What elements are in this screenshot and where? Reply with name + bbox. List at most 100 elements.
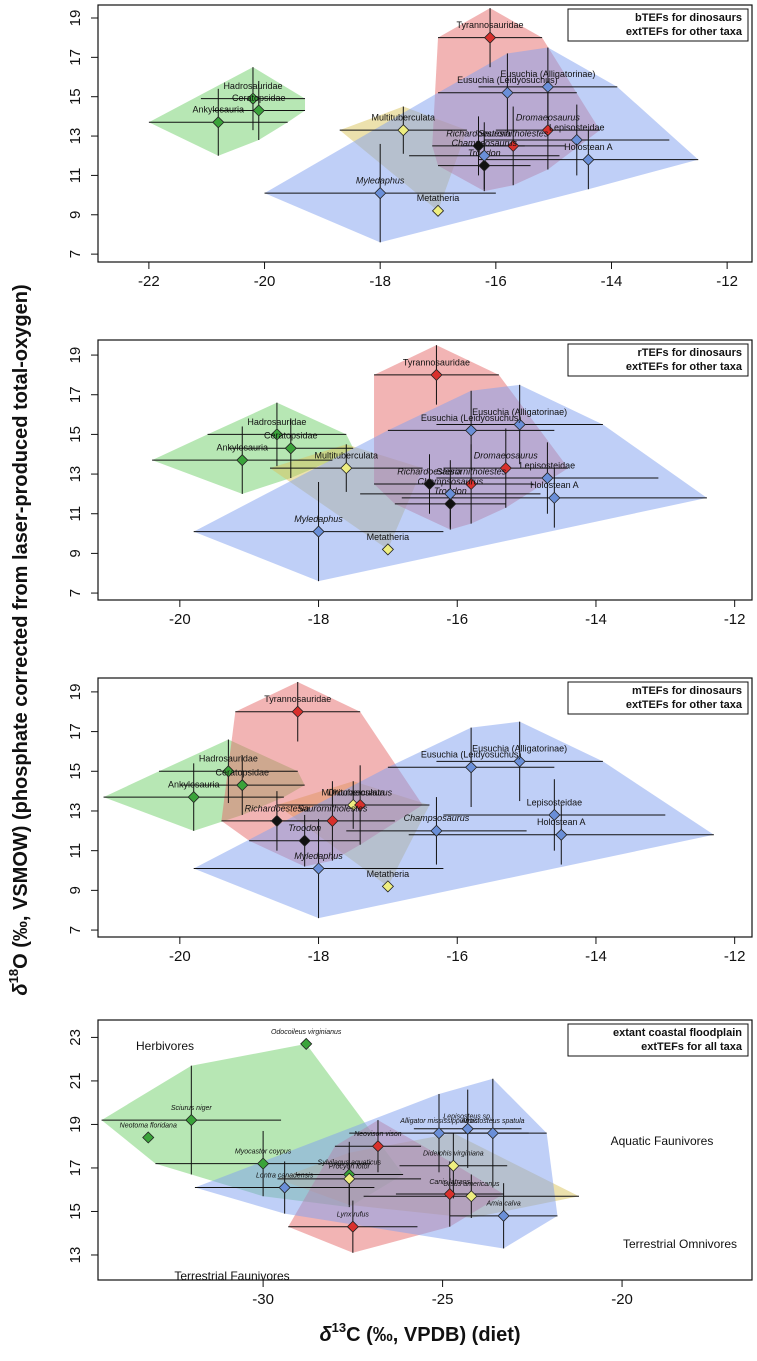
y-tick-label: 15 xyxy=(67,88,84,105)
x-tick-label: -18 xyxy=(308,948,330,965)
point-label: Lepisosteidae xyxy=(527,797,583,807)
marker xyxy=(478,149,491,162)
panel: Hadrosauridae Ceratopsidae Ankylosauria Mul… xyxy=(67,4,753,290)
x-tick-label: -12 xyxy=(724,611,746,628)
x-tick-label: -22 xyxy=(138,273,160,290)
point-label: Multituberculata xyxy=(321,787,385,797)
x-tick-label: -16 xyxy=(446,948,468,965)
point-label: Myledaphus xyxy=(294,514,343,524)
y-tick-label: 15 xyxy=(67,426,84,443)
plot-frame xyxy=(97,4,753,263)
point-label: Tyrannosauridae xyxy=(403,357,470,367)
x-label-sup: 13 xyxy=(332,1320,346,1335)
y-tick-label: 23 xyxy=(67,1029,84,1046)
point-label: Myledaphus xyxy=(356,176,405,186)
group-annotation: Herbivores xyxy=(136,1039,194,1053)
point-label: Ceratopsidae xyxy=(264,431,318,441)
legend-text: mTEFs for dinosaurs xyxy=(632,685,742,697)
point-label: Richardoestesia xyxy=(245,803,310,813)
marker xyxy=(291,705,304,718)
marker xyxy=(444,497,457,510)
y-axis-label: δ18O (‰, VSMOW) (phosphate corrected fro… xyxy=(6,284,32,995)
x-tick-label: -25 xyxy=(432,1291,454,1308)
marker xyxy=(465,761,478,774)
point-label: Holostean A xyxy=(564,142,613,152)
point-label: Didelphis virginiana xyxy=(423,1151,484,1158)
y-tick-label: 15 xyxy=(67,763,84,780)
panel: Hadrosauridae Ceratopsidae Ankylosauria Mul… xyxy=(67,339,753,628)
point-label: Lepisosteidae xyxy=(549,122,605,132)
point-label: Eusuchia (Leidyosuchus) xyxy=(421,750,522,760)
y-label-sup: 18 xyxy=(6,969,21,983)
marker xyxy=(326,814,339,827)
point-label: Hadrosauridae xyxy=(247,417,306,427)
group-hull xyxy=(194,1078,558,1249)
marker xyxy=(312,525,325,538)
y-tick-label: 15 xyxy=(67,1203,84,1220)
legend-box xyxy=(567,1023,749,1057)
point-label: Ankylosauria xyxy=(216,443,268,453)
x-tick-label: -12 xyxy=(724,948,746,965)
point-label: Lynx rufus xyxy=(337,1212,370,1219)
point-label: Multituberculata xyxy=(315,450,379,460)
marker xyxy=(257,1157,270,1170)
point-label: Ursus americanus xyxy=(443,1181,500,1188)
legend-text: extTEFs for other taxa xyxy=(626,26,743,38)
marker xyxy=(483,31,497,44)
point-label: Odocoileus virginianus xyxy=(271,1029,342,1036)
point-label: Myledaphus xyxy=(294,851,343,861)
plot-area xyxy=(101,1043,579,1253)
y-tick-label: 11 xyxy=(67,843,84,859)
point-label: Dromaeosaurus xyxy=(474,450,539,460)
y-tick-label: 21 xyxy=(67,1073,84,1090)
marker xyxy=(465,477,478,491)
marker xyxy=(236,454,249,467)
marker xyxy=(185,1114,198,1127)
y-tick-label: 19 xyxy=(67,684,84,701)
legend-text: extTEFs for other taxa xyxy=(626,699,743,711)
marker xyxy=(486,1127,499,1140)
point-label: Metatheria xyxy=(367,869,410,879)
point-label: Myocastor coypus xyxy=(235,1148,292,1155)
marker xyxy=(497,1209,510,1222)
marker xyxy=(570,133,583,147)
point-label: Holostean A xyxy=(537,817,586,827)
marker xyxy=(381,880,394,893)
plot-frame xyxy=(97,339,753,601)
marker xyxy=(346,1220,359,1233)
plot-area xyxy=(148,8,699,243)
y-tick-label: 9 xyxy=(67,886,84,894)
point-label: Canis latrans xyxy=(429,1179,470,1186)
point-label: Troodon xyxy=(288,823,321,833)
marker xyxy=(381,543,394,556)
y-tick-label: 19 xyxy=(67,10,84,27)
marker xyxy=(541,80,554,93)
x-tick-label: -14 xyxy=(585,611,607,628)
marker xyxy=(465,424,478,437)
marker xyxy=(501,86,514,99)
marker xyxy=(397,124,410,137)
point-label: Champsosaurus xyxy=(418,476,484,486)
marker xyxy=(513,755,526,768)
marker xyxy=(541,124,554,137)
marker xyxy=(222,765,235,778)
point-label: Hadrosauridae xyxy=(223,81,282,91)
plot-frame xyxy=(97,677,753,938)
point-label: Ceratopsidae xyxy=(232,93,286,103)
point-label: Metatheria xyxy=(367,532,410,542)
y-tick-label: 9 xyxy=(67,211,84,219)
marker xyxy=(423,477,436,491)
point-label: Neotoma floridana xyxy=(120,1122,177,1129)
marker xyxy=(541,471,554,485)
marker xyxy=(340,462,353,475)
point-label: Saurornitholestes xyxy=(297,803,368,813)
point-label: Lontra canadensis xyxy=(256,1172,314,1179)
marker xyxy=(507,139,520,152)
group-annotation: Terrestrial Omnivores xyxy=(623,1237,737,1251)
group-annotation: Aquatic Faunivores xyxy=(611,1134,714,1148)
legend-text: rTEFs for dinosaurs xyxy=(637,347,742,359)
marker xyxy=(270,814,283,827)
point-label: Eusuchia (Leidyosuchus) xyxy=(457,75,558,85)
marker xyxy=(465,1190,478,1203)
plot-frame xyxy=(97,1019,753,1281)
